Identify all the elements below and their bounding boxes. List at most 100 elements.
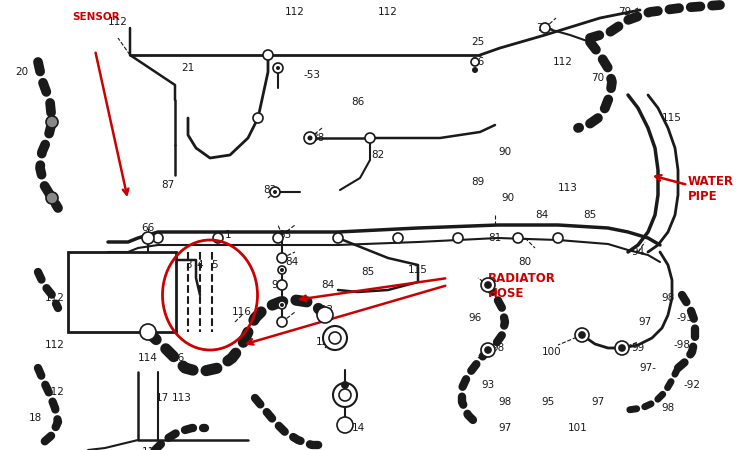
Text: 97: 97 — [638, 317, 652, 327]
Text: 20: 20 — [16, 67, 28, 77]
Text: 91: 91 — [272, 280, 285, 290]
Text: WATER
PIPE: WATER PIPE — [688, 175, 734, 203]
Circle shape — [365, 133, 375, 143]
Text: -83: -83 — [316, 305, 334, 315]
Circle shape — [253, 113, 263, 123]
Text: 1: 1 — [225, 230, 231, 240]
Text: 88: 88 — [311, 133, 325, 143]
Text: 90: 90 — [499, 147, 512, 157]
Circle shape — [472, 67, 478, 73]
Text: 13: 13 — [341, 393, 355, 403]
Circle shape — [153, 233, 163, 243]
Text: 80: 80 — [518, 257, 532, 267]
Circle shape — [553, 233, 563, 243]
Text: 14: 14 — [351, 423, 364, 433]
Circle shape — [277, 317, 287, 327]
Text: 115: 115 — [408, 265, 428, 275]
Text: 5: 5 — [211, 260, 218, 270]
Text: 97-: 97- — [640, 363, 656, 373]
Circle shape — [333, 233, 343, 243]
Text: 81: 81 — [488, 233, 502, 243]
Text: 77-: 77- — [536, 23, 554, 33]
Text: 16: 16 — [171, 353, 184, 363]
Circle shape — [277, 253, 287, 263]
Text: 85: 85 — [584, 210, 597, 220]
Text: 116: 116 — [232, 307, 252, 317]
Text: 94: 94 — [632, 247, 644, 257]
Text: 25: 25 — [471, 37, 484, 47]
Text: 18: 18 — [28, 413, 42, 423]
Text: 112: 112 — [285, 7, 305, 17]
Text: 112: 112 — [108, 17, 128, 27]
Text: SENSOR: SENSOR — [72, 12, 120, 22]
Circle shape — [278, 301, 286, 309]
Text: 87: 87 — [161, 180, 175, 190]
Circle shape — [471, 58, 479, 66]
Circle shape — [485, 282, 491, 288]
Circle shape — [540, 23, 550, 33]
Text: 112: 112 — [45, 387, 65, 397]
Text: 26: 26 — [471, 57, 484, 67]
Text: 112: 112 — [378, 7, 398, 17]
Circle shape — [142, 232, 154, 244]
Text: 112: 112 — [45, 340, 65, 350]
Text: 79: 79 — [618, 7, 632, 17]
Text: 98: 98 — [662, 293, 675, 303]
Text: 86: 86 — [351, 97, 364, 107]
Circle shape — [579, 332, 585, 338]
Circle shape — [323, 326, 347, 350]
Circle shape — [393, 233, 403, 243]
Text: 21: 21 — [182, 63, 195, 73]
Circle shape — [481, 278, 495, 292]
Text: 96: 96 — [468, 313, 482, 323]
Circle shape — [339, 389, 351, 401]
Text: 93: 93 — [482, 380, 495, 390]
Circle shape — [304, 132, 316, 144]
Circle shape — [46, 116, 58, 128]
Circle shape — [333, 383, 357, 407]
Text: 3: 3 — [184, 260, 191, 270]
Circle shape — [140, 324, 156, 340]
Text: 99: 99 — [632, 343, 644, 353]
Text: 97: 97 — [591, 397, 604, 407]
Text: 113: 113 — [142, 447, 162, 450]
Text: 113: 113 — [172, 393, 192, 403]
Text: 17: 17 — [155, 393, 169, 403]
Circle shape — [280, 268, 284, 272]
Circle shape — [270, 187, 280, 197]
Circle shape — [575, 328, 589, 342]
Text: 97: 97 — [498, 423, 512, 433]
Text: -93: -93 — [676, 313, 694, 323]
Text: 112: 112 — [553, 57, 573, 67]
Text: 66: 66 — [141, 223, 154, 233]
Circle shape — [278, 266, 286, 274]
Circle shape — [481, 343, 495, 357]
Circle shape — [341, 381, 349, 389]
Text: 98: 98 — [662, 403, 675, 413]
Text: -98: -98 — [674, 340, 691, 350]
Circle shape — [619, 345, 625, 351]
Text: 98: 98 — [498, 397, 512, 407]
Bar — [68, 252, 176, 332]
Circle shape — [46, 192, 58, 204]
Circle shape — [213, 233, 223, 243]
Text: 70: 70 — [592, 73, 604, 83]
Circle shape — [273, 233, 283, 243]
Circle shape — [485, 347, 491, 353]
Circle shape — [615, 341, 629, 355]
Text: 98: 98 — [491, 343, 505, 353]
Text: -92: -92 — [683, 380, 700, 390]
Circle shape — [317, 307, 333, 323]
Circle shape — [280, 303, 284, 307]
Text: 85: 85 — [278, 230, 292, 240]
Text: 84: 84 — [285, 257, 298, 267]
Circle shape — [453, 233, 463, 243]
Text: 83-: 83- — [263, 185, 280, 195]
Text: 114: 114 — [138, 353, 158, 363]
Circle shape — [273, 190, 277, 194]
Text: 12: 12 — [315, 337, 328, 347]
Text: 90: 90 — [502, 193, 515, 203]
Text: 115: 115 — [662, 113, 682, 123]
Circle shape — [337, 417, 353, 433]
Circle shape — [308, 135, 313, 140]
